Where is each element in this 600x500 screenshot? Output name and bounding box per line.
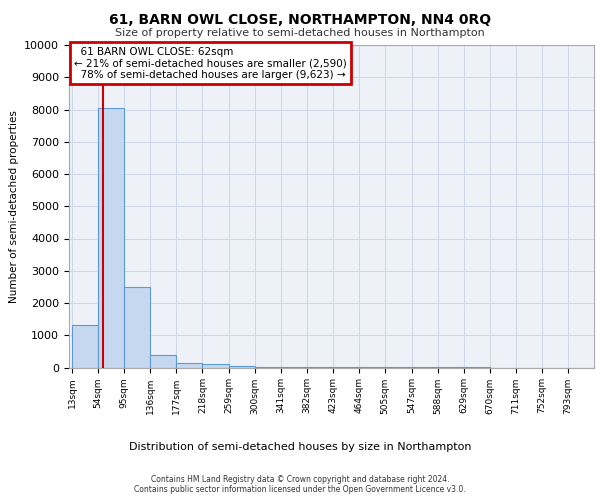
Bar [72,325,98,368]
Bar [124,287,151,368]
Bar [98,108,124,368]
Text: Distribution of semi-detached houses by size in Northampton: Distribution of semi-detached houses by … [129,442,471,452]
Text: Size of property relative to semi-detached houses in Northampton: Size of property relative to semi-detach… [115,28,485,38]
Text: 61, BARN OWL CLOSE, NORTHAMPTON, NN4 0RQ: 61, BARN OWL CLOSE, NORTHAMPTON, NN4 0RQ [109,12,491,26]
Bar [229,366,254,368]
Text: 61 BARN OWL CLOSE: 62sqm
← 21% of semi-detached houses are smaller (2,590)
  78%: 61 BARN OWL CLOSE: 62sqm ← 21% of semi-d… [74,46,347,80]
Bar [176,364,202,368]
Bar [202,364,229,368]
Y-axis label: Number of semi-detached properties: Number of semi-detached properties [9,110,19,302]
Bar [254,367,281,368]
Text: Contains HM Land Registry data © Crown copyright and database right 2024.
Contai: Contains HM Land Registry data © Crown c… [134,474,466,494]
Bar [151,355,176,368]
